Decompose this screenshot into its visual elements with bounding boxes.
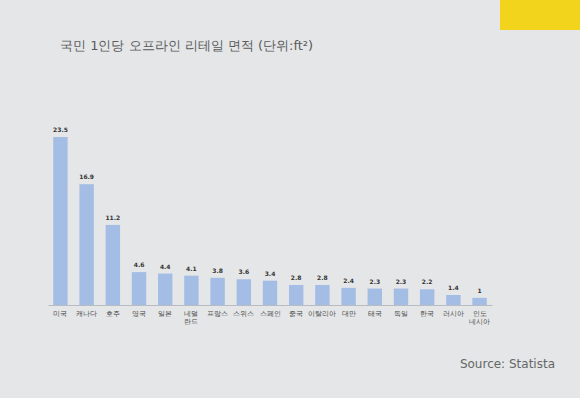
data-label: 3.8 [212, 267, 223, 274]
x-axis: 미국 캐나다 호주 영국 일본 네덜란드 프랑스 스위스 스페인 중국 이탈리아 대만 태국 독일 한국 러시… [49, 305, 493, 326]
x-tick-label: 이탈리아 [308, 310, 336, 318]
x-tick-label: 중국 [289, 310, 303, 318]
source: Source: Statista [460, 357, 555, 371]
x-tick-label: 일본 [158, 310, 172, 318]
bar [79, 184, 93, 305]
x-tick: 스위스 [233, 305, 254, 318]
x-tick: 이탈리아 [308, 305, 336, 318]
data-label: 16.9 [79, 173, 94, 180]
x-tick-label: 인도네시아 [469, 310, 490, 326]
bar [446, 295, 460, 305]
bar [289, 285, 303, 305]
x-tick: 태국 [368, 305, 382, 318]
data-label: 4.6 [134, 261, 145, 268]
x-tick-label: 대만 [342, 310, 356, 318]
bar [184, 276, 198, 305]
x-tick-label: 호주 [106, 310, 120, 318]
x-tick: 미국 [53, 305, 67, 318]
x-tick: 영국 [132, 305, 146, 318]
x-tick: 중국 [289, 305, 303, 318]
data-label: 2.3 [369, 278, 380, 285]
corner-decoration [500, 0, 580, 30]
bar [315, 285, 329, 305]
bar [106, 225, 120, 305]
data-label: 2.2 [422, 278, 433, 285]
data-label: 3.4 [265, 270, 276, 277]
x-tick: 러시아 [443, 305, 464, 318]
x-tick: 호주 [106, 305, 120, 318]
data-label: 23.5 [53, 126, 68, 133]
x-tick: 대만 [342, 305, 356, 318]
x-tick-label: 스페인 [260, 310, 281, 318]
data-label: 11.2 [105, 214, 120, 221]
x-axis-line [49, 305, 493, 306]
x-tick: 한국 [420, 305, 434, 318]
x-tick: 캐나다 [76, 305, 97, 318]
data-label: 1 [477, 287, 481, 294]
bar [368, 289, 382, 305]
bar [394, 289, 408, 305]
x-tick-label: 영국 [132, 310, 146, 318]
bar [341, 288, 355, 305]
data-label: 3.6 [238, 268, 249, 275]
x-tick: 독일 [394, 305, 408, 318]
x-tick: 스페인 [260, 305, 281, 318]
data-label: 4.4 [160, 263, 171, 270]
x-tick-label: 스위스 [233, 310, 254, 318]
x-tick: 인도네시아 [469, 305, 490, 326]
bar [420, 289, 434, 305]
bar [158, 274, 172, 305]
x-tick-label: 캐나다 [76, 310, 97, 318]
bar [472, 298, 486, 305]
data-label: 2.8 [317, 274, 328, 281]
x-tick-label: 프랑스 [207, 310, 228, 318]
x-tick-label: 태국 [368, 310, 382, 318]
bar [210, 278, 224, 305]
bars [53, 137, 487, 305]
chart: 국민 1인당 오프라인 리테일 면적 (단위:ft²) 미국 캐나다 호주 영국 일본 네덜… [0, 0, 580, 398]
x-tick-label: 독일 [394, 310, 408, 318]
bar [132, 272, 146, 305]
data-label: 1.4 [448, 284, 459, 291]
data-label: 2.8 [291, 274, 302, 281]
x-tick-label: 러시아 [443, 310, 464, 318]
data-label: 2.4 [343, 277, 354, 284]
x-tick-label: 네덜란드 [184, 310, 198, 326]
x-tick-label: 한국 [420, 310, 434, 318]
x-tick: 일본 [158, 305, 172, 318]
bar [237, 279, 251, 305]
title: 국민 1인당 오프라인 리테일 면적 (단위:ft²) [60, 38, 313, 53]
data-labels: 23.5 16.9 11.2 4.6 4.4 4.1 3.8 3.6 3.4 2.8 2.8 2.4 2… [53, 126, 482, 294]
data-label: 4.1 [186, 265, 197, 272]
bar [263, 281, 277, 305]
data-label: 2.3 [396, 278, 407, 285]
x-tick-label: 미국 [53, 310, 67, 318]
bar [53, 137, 67, 305]
background [0, 0, 580, 398]
x-tick: 네덜란드 [184, 305, 198, 326]
x-tick: 프랑스 [207, 305, 228, 318]
